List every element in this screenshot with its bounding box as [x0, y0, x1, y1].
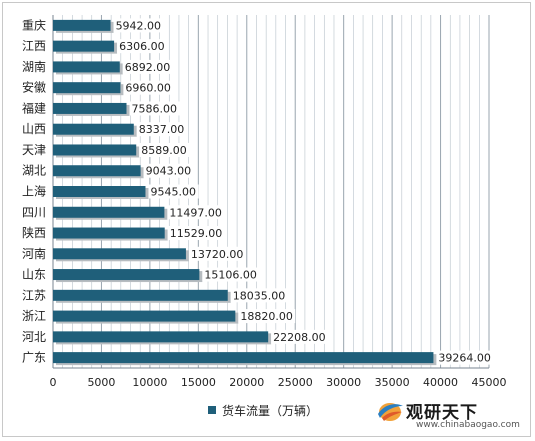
- category-label: 河南: [22, 246, 46, 261]
- data-label: 8337.00: [139, 123, 185, 136]
- bar: [53, 61, 120, 73]
- data-label-bg: [167, 205, 225, 220]
- category-label: 江西: [22, 39, 46, 53]
- bar: [53, 206, 165, 218]
- bar: [53, 352, 434, 364]
- data-label: 6306.00: [119, 40, 165, 53]
- category-label: 河北: [22, 330, 46, 344]
- data-label: 11497.00: [169, 206, 222, 219]
- data-label-bg: [238, 309, 296, 324]
- data-label-bg: [167, 226, 225, 241]
- data-label-bg: [202, 267, 260, 282]
- data-label-bg: [188, 246, 246, 261]
- data-label: 6892.00: [125, 61, 170, 74]
- legend-label: 货车流量（万辆）: [222, 403, 319, 418]
- data-label-bg: [148, 184, 199, 199]
- data-label-bg: [436, 350, 494, 365]
- category-label: 湖北: [22, 163, 46, 178]
- category-label: 福建: [22, 100, 46, 115]
- data-label: 18035.00: [233, 289, 286, 302]
- data-label-bg: [143, 163, 194, 178]
- x-tick-label: 25000: [278, 376, 313, 389]
- data-label-bg: [117, 39, 168, 54]
- data-label: 18820.00: [240, 310, 293, 323]
- data-label-bg: [129, 101, 180, 116]
- brand-url: www.chinabaogao.com: [416, 420, 520, 430]
- bar: [53, 289, 228, 301]
- x-tick-label: 15000: [181, 376, 216, 389]
- data-label: 22208.00: [273, 331, 326, 344]
- category-label: 陕西: [22, 225, 46, 240]
- globe-swoosh-icon: [378, 403, 403, 421]
- bar: [53, 248, 186, 260]
- data-label-bg: [271, 329, 328, 344]
- x-tick-label: 35000: [375, 376, 410, 389]
- data-label: 39264.00: [438, 352, 491, 365]
- data-label-bg: [122, 59, 173, 74]
- category-label: 湖南: [22, 59, 46, 74]
- data-label-bg: [139, 142, 190, 157]
- data-label: 6960.00: [125, 82, 170, 95]
- bar: [53, 269, 200, 281]
- x-tick-label: 5000: [87, 376, 115, 389]
- x-tick-label: 45000: [472, 376, 507, 389]
- bar: [53, 144, 137, 156]
- data-label-bg: [123, 80, 174, 95]
- category-label: 四川: [22, 205, 46, 219]
- data-label-bg: [230, 288, 288, 303]
- category-label: 安徽: [22, 80, 46, 95]
- bar: [53, 331, 269, 343]
- bar: [53, 102, 127, 114]
- bar: [53, 227, 165, 239]
- x-tick-label: 20000: [229, 376, 264, 389]
- data-label: 8589.00: [141, 144, 187, 157]
- x-tick-label: 0: [50, 376, 57, 389]
- data-label: 7586.00: [131, 102, 177, 115]
- category-label: 山西: [22, 122, 46, 136]
- category-label: 重庆: [22, 18, 46, 32]
- bar: [53, 310, 236, 322]
- x-tick-label: 30000: [326, 376, 361, 389]
- bar: [53, 186, 146, 197]
- data-label: 11529.00: [170, 227, 223, 240]
- legend: 货车流量（万辆）: [208, 401, 318, 419]
- category-label: 浙江: [22, 309, 46, 323]
- category-label: 山东: [22, 268, 46, 282]
- x-tick-label: 40000: [423, 376, 458, 389]
- bar: [53, 165, 141, 177]
- x-tick-label: 10000: [132, 376, 167, 389]
- data-label-bg: [113, 18, 164, 33]
- data-label: 9043.00: [146, 165, 192, 178]
- data-label: 9545.00: [150, 186, 196, 199]
- legend-swatch: [208, 406, 216, 414]
- data-label-bg: [136, 122, 187, 137]
- category-label: 天津: [22, 143, 46, 157]
- brand-name: 观研天下: [406, 403, 478, 423]
- bar: [53, 82, 121, 94]
- bar: [53, 123, 134, 135]
- bar: [53, 40, 115, 52]
- bar: [53, 19, 111, 31]
- data-label: 15106.00: [204, 269, 257, 282]
- brand-watermark: 观研天下 www.chinabaogao.com: [376, 395, 526, 435]
- data-label: 5942.00: [116, 19, 162, 32]
- data-label: 13720.00: [191, 248, 244, 261]
- category-label: 上海: [22, 184, 46, 199]
- category-label: 广东: [22, 351, 46, 365]
- category-label: 江苏: [22, 288, 46, 302]
